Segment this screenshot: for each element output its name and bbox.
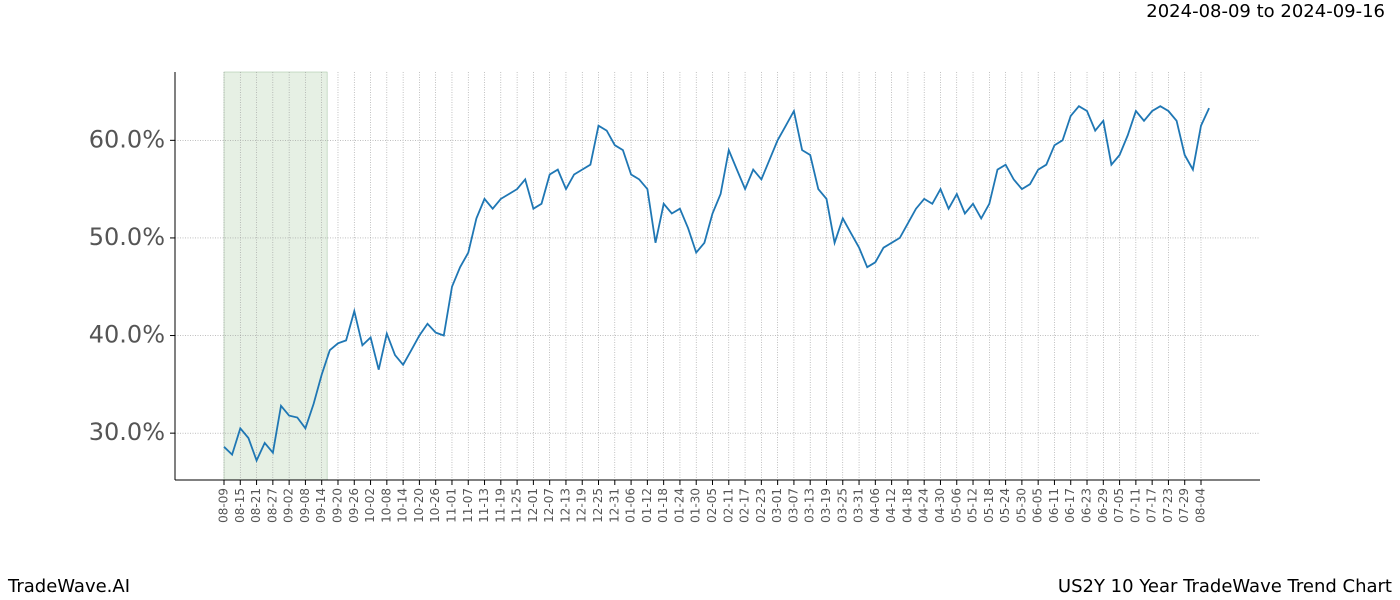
x-tick-label: 11-19 bbox=[493, 488, 507, 523]
x-tick-label: 11-13 bbox=[477, 488, 491, 523]
x-tick-label: 05-12 bbox=[966, 488, 980, 523]
x-tick-label: 12-13 bbox=[558, 488, 572, 523]
x-tick-label: 03-31 bbox=[852, 488, 866, 523]
x-tick-label: 09-02 bbox=[282, 488, 296, 523]
x-tick-label: 08-04 bbox=[1194, 488, 1208, 523]
x-tick-label: 11-01 bbox=[444, 488, 458, 523]
x-tick-label: 06-05 bbox=[1031, 488, 1045, 523]
chart-title: 2024-08-09 to 2024-09-16 bbox=[1146, 1, 1385, 22]
x-tick-label: 03-07 bbox=[786, 488, 800, 523]
x-tick-label: 02-23 bbox=[754, 488, 768, 523]
trend-line bbox=[223, 105, 1210, 463]
x-tick-label: 08-21 bbox=[249, 488, 263, 523]
x-tick-label: 03-19 bbox=[819, 488, 833, 523]
x-tick-label: 07-23 bbox=[1161, 488, 1175, 523]
x-tick-label: 01-24 bbox=[672, 488, 686, 523]
footer-right: US2Y 10 Year TradeWave Trend Chart bbox=[1058, 576, 1392, 597]
x-tick-label: 05-30 bbox=[1014, 488, 1028, 523]
x-tick-label: 11-25 bbox=[510, 488, 524, 523]
x-tick-label: 01-06 bbox=[624, 488, 638, 523]
x-tick-label: 10-14 bbox=[396, 488, 410, 523]
x-tick-label: 01-18 bbox=[656, 488, 670, 523]
x-tick-label: 12-31 bbox=[607, 488, 621, 523]
x-tick-label: 04-24 bbox=[917, 488, 931, 523]
x-tick-label: 10-02 bbox=[363, 488, 377, 523]
x-tick-label: 12-07 bbox=[542, 488, 556, 523]
x-tick-label: 05-18 bbox=[982, 488, 996, 523]
x-tick-label: 05-06 bbox=[949, 488, 963, 523]
x-tick-label: 03-25 bbox=[835, 488, 849, 523]
x-tick-label: 09-14 bbox=[314, 488, 328, 523]
x-tick-label: 07-11 bbox=[1128, 488, 1142, 523]
x-tick-label: 02-17 bbox=[738, 488, 752, 523]
y-tick-label: 30.0% bbox=[89, 418, 165, 446]
x-tick-label: 08-09 bbox=[217, 488, 231, 523]
x-tick-label: 10-08 bbox=[379, 488, 393, 523]
x-tick-label: 01-30 bbox=[689, 488, 703, 523]
x-tick-label: 03-01 bbox=[770, 488, 784, 523]
x-tick-label: 04-06 bbox=[868, 488, 882, 523]
x-tick-label: 06-17 bbox=[1063, 488, 1077, 523]
y-tick-label: 60.0% bbox=[89, 125, 165, 153]
y-tick-label: 50.0% bbox=[89, 223, 165, 251]
x-tick-label: 03-13 bbox=[803, 488, 817, 523]
x-tick-label: 04-12 bbox=[884, 488, 898, 523]
x-tick-label: 07-29 bbox=[1177, 488, 1191, 523]
x-tick-label: 07-05 bbox=[1112, 488, 1126, 523]
x-tick-label: 09-26 bbox=[347, 488, 361, 523]
x-tick-label: 04-30 bbox=[933, 488, 947, 523]
x-tick-label: 08-27 bbox=[265, 488, 279, 523]
x-tick-label: 06-29 bbox=[1096, 488, 1110, 523]
x-tick-label: 06-11 bbox=[1047, 488, 1061, 523]
x-tick-label: 09-20 bbox=[330, 488, 344, 523]
x-tick-label: 02-05 bbox=[705, 488, 719, 523]
x-tick-label: 12-25 bbox=[591, 488, 605, 523]
x-tick-label: 11-07 bbox=[461, 488, 475, 523]
x-tick-label: 12-01 bbox=[526, 488, 540, 523]
x-tick-label: 09-08 bbox=[298, 488, 312, 523]
x-tick-label: 10-20 bbox=[412, 488, 426, 523]
x-tick-label: 01-12 bbox=[640, 488, 654, 523]
x-tick-label: 10-26 bbox=[428, 488, 442, 523]
x-tick-label: 05-24 bbox=[998, 488, 1012, 523]
x-tick-label: 07-17 bbox=[1145, 488, 1159, 523]
highlight-band bbox=[223, 71, 328, 481]
y-tick-label: 40.0% bbox=[89, 321, 165, 349]
x-tick-label: 04-18 bbox=[900, 488, 914, 523]
footer-left: TradeWave.AI bbox=[7, 576, 130, 597]
x-tick-label: 06-23 bbox=[1080, 488, 1094, 523]
x-tick-label: 12-19 bbox=[575, 488, 589, 523]
x-tick-label: 02-11 bbox=[721, 488, 735, 523]
x-tick-label: 08-15 bbox=[233, 488, 247, 523]
